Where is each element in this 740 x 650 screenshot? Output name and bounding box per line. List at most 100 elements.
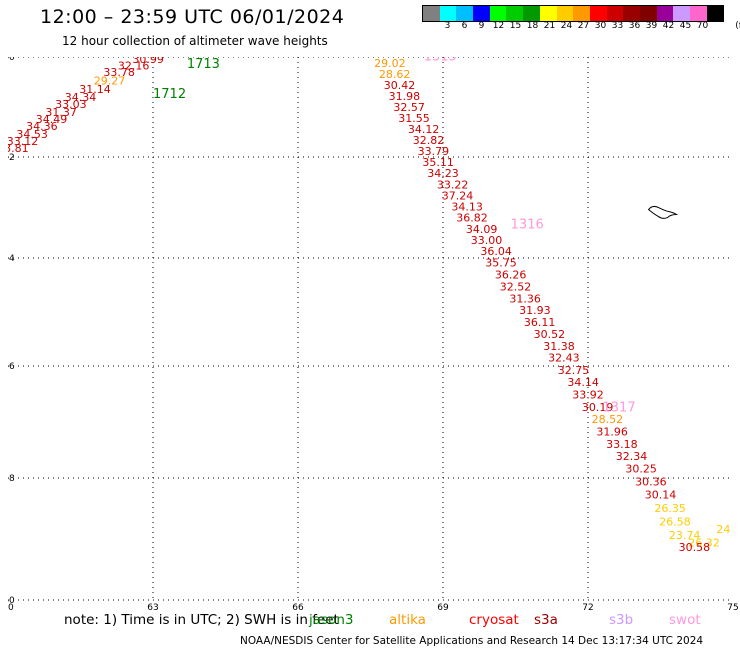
- legend-swatch: [423, 6, 440, 21]
- legend-swatch: [439, 6, 457, 21]
- wave-height-value: 34.12: [408, 123, 440, 136]
- wave-height-value: 36.04: [480, 245, 512, 258]
- wave-height-value: 35.11: [422, 156, 454, 169]
- track-number-label: 1315: [424, 57, 457, 65]
- wave-height-value: 34.36: [26, 120, 58, 133]
- island-outline: [647, 205, 679, 219]
- wave-height-map: 60 63 66 69 72 75 -50 -52 -54 -56 -58 -60 30.9932.16…: [8, 57, 738, 612]
- wave-height-value: 37.24: [442, 189, 474, 202]
- color-scale-legend: [422, 5, 725, 22]
- track-number-label: 1713: [187, 57, 220, 72]
- legend-tick-label: 12: [492, 21, 505, 31]
- legend-swatch: [489, 6, 507, 21]
- lon-tick-label: 63: [147, 603, 158, 612]
- wave-height-value: 31.96: [596, 425, 628, 438]
- lat-tick-label: -54: [8, 254, 15, 264]
- lat-tick-label: -56: [8, 362, 15, 372]
- wave-height-value: 33.22: [437, 178, 469, 191]
- legend-tick-label: 21: [543, 21, 556, 31]
- wave-height-value: 30.99: [132, 57, 164, 66]
- legend-swatch: [556, 6, 574, 21]
- wave-height-value: 35.75: [485, 257, 517, 270]
- wave-height-value: 30.36: [635, 475, 667, 488]
- legend-swatch: [656, 6, 674, 21]
- wave-height-value: 33.00: [471, 234, 503, 247]
- legend-unit-label: (ft): [735, 21, 740, 31]
- lat-tick-label: -58: [8, 474, 15, 484]
- wave-height-value: 33.12: [8, 135, 38, 148]
- legend-swatch: [473, 6, 490, 21]
- lon-tick-label: 72: [582, 603, 593, 612]
- wave-height-value: 33.81: [8, 142, 29, 155]
- wave-height-value: 34.13: [451, 201, 483, 214]
- wave-height-value: 33.78: [103, 66, 135, 79]
- legend-tick-label: 9: [478, 21, 485, 31]
- wave-height-value: 32.43: [548, 352, 580, 365]
- wave-height-value: 31.38: [543, 340, 575, 353]
- wave-height-value: 31.98: [389, 90, 421, 103]
- legend-swatch: [589, 6, 607, 21]
- wave-height-value: 30.58: [679, 541, 711, 554]
- lon-tick-label: 60: [8, 603, 14, 612]
- legend-swatch: [639, 6, 657, 21]
- wave-height-value: 32.52: [500, 280, 532, 293]
- wave-height-value: 33.79: [418, 145, 450, 158]
- wave-height-value: 36.26: [495, 269, 527, 282]
- credit-line: NOAA/NESDIS Center for Satellite Applica…: [240, 635, 704, 647]
- legend-tick-label: 15: [509, 21, 522, 31]
- legend-swatch: [506, 6, 524, 21]
- lon-tick-label: 75: [727, 603, 738, 612]
- wave-height-value: 26.35: [654, 502, 686, 515]
- wave-height-value: 33.03: [55, 98, 87, 111]
- legend-tick-label: 36: [628, 21, 641, 31]
- legend-tick-label: 33: [611, 21, 624, 31]
- satellite-legend-swot: swot: [669, 612, 701, 628]
- legend-tick-label: 42: [662, 21, 675, 31]
- wave-height-value: 32.57: [393, 101, 425, 114]
- legend-tick-label: 6: [461, 21, 468, 31]
- wave-height-value: 31.14: [79, 83, 111, 96]
- legend-tick-label: 45: [679, 21, 692, 31]
- legend-swatch: [673, 6, 690, 21]
- wave-height-value: 31.55: [398, 112, 430, 125]
- wave-height-value: 26.58: [659, 516, 691, 529]
- page-subtitle: 12 hour collection of altimeter wave hei…: [62, 34, 328, 48]
- wave-height-value: 32.75: [558, 364, 590, 377]
- legend-tick-label: 27: [577, 21, 590, 31]
- legend-swatch: [690, 6, 707, 21]
- wave-height-value: 36.82: [456, 212, 488, 225]
- wave-height-value: 32.82: [413, 134, 445, 147]
- wave-height-value: 32.16: [118, 60, 150, 73]
- legend-tick-label: 3: [444, 21, 451, 31]
- wave-height-value: 30.52: [534, 328, 566, 341]
- legend-swatch: [523, 6, 540, 21]
- track-number-label: 1712: [153, 87, 186, 102]
- wave-height-value: 34.53: [16, 128, 48, 141]
- wave-height-value: 31.93: [519, 304, 551, 317]
- legend-tick-label: 70: [696, 21, 709, 31]
- legend-tick-label: 30: [594, 21, 607, 31]
- satellite-legend-s3b: s3b: [609, 612, 634, 628]
- legend-swatch: [623, 6, 640, 21]
- wave-height-value: 29.27: [94, 75, 126, 88]
- lon-tick-label: 69: [437, 603, 449, 612]
- satellite-legend-jason3: jason3: [309, 612, 354, 628]
- wave-height-value: 28.62: [379, 68, 411, 81]
- satellite-legend-altika: altika: [389, 612, 426, 628]
- page-title: 12:00 – 23:59 UTC 06/01/2024: [40, 6, 345, 28]
- wave-height-value: 34.34: [65, 91, 97, 104]
- footer-note: note: 1) Time is in UTC; 2) SWH is in fe…: [64, 612, 701, 628]
- legend-swatch: [573, 6, 590, 21]
- wave-height-value: 29.02: [374, 57, 406, 70]
- wave-height-value: 34.09: [466, 223, 498, 236]
- wave-height-value: 31.37: [45, 106, 77, 119]
- wave-height-value: 32.34: [616, 450, 648, 463]
- legend-swatch: [456, 6, 474, 21]
- track-number-label: 1316: [511, 218, 544, 233]
- wave-height-value: 34.49: [36, 113, 68, 126]
- wave-height-value: 28.52: [592, 413, 624, 426]
- legend-swatch: [606, 6, 624, 21]
- wave-height-value: 33.92: [572, 388, 604, 401]
- lat-tick-label: -52: [8, 153, 15, 163]
- wave-height-value: 34.23: [427, 167, 459, 180]
